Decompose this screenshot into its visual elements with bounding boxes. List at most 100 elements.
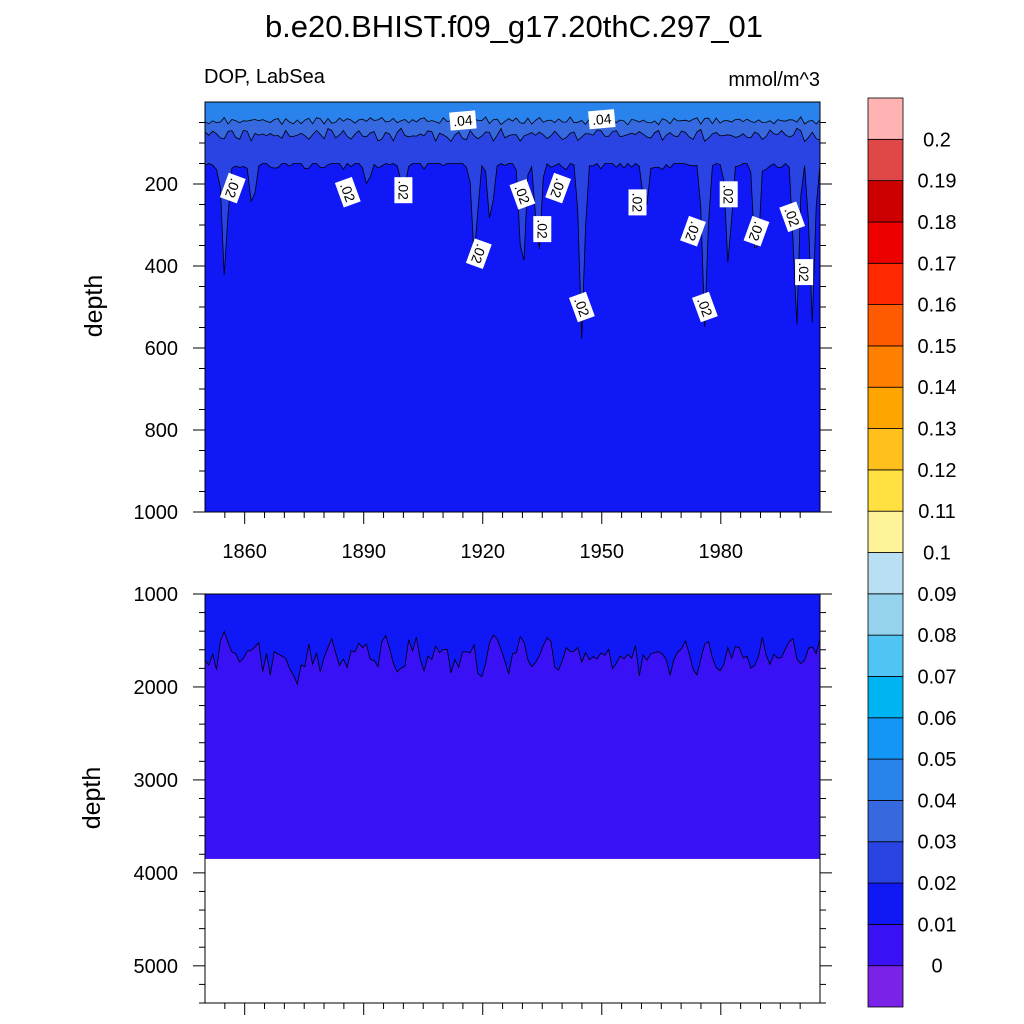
contour-label-text: .02 (534, 219, 550, 239)
colorbar-swatch (867, 923, 904, 967)
colorbar-label: 0.09 (918, 584, 957, 606)
contour-label-box (509, 179, 536, 210)
colorbar-label: 0.19 (918, 171, 957, 193)
contour-label-box (628, 189, 647, 216)
contour-label: .02 (719, 181, 738, 208)
y-tick-label: 4000 (134, 863, 179, 885)
contour-label: .04 (588, 109, 616, 130)
colorbar-label: 0.02 (918, 873, 957, 895)
contour-label-box (533, 216, 552, 243)
contour-label-text: .02 (571, 295, 593, 319)
y-tick-label: 1000 (134, 502, 179, 524)
contour-label-text: .02 (694, 295, 716, 319)
colorbar-swatch (867, 304, 904, 347)
contour-label-box (680, 215, 706, 247)
contour-label-text: .02 (468, 242, 490, 266)
colorbar-label: 0.08 (918, 625, 957, 647)
colorbar-label: 0.17 (918, 253, 957, 275)
colorbar-swatch (867, 262, 904, 305)
colorbar-swatch (867, 552, 904, 595)
y-tick-label: 1000 (134, 584, 179, 606)
contour-label-text: .02 (682, 219, 704, 243)
contour-label-box (465, 238, 492, 269)
contour-label: .02 (691, 291, 718, 323)
colorbar-swatch (867, 469, 904, 512)
colorbar-label: 0.06 (918, 708, 957, 730)
contour-label-box (588, 109, 616, 130)
contour-label: .02 (465, 238, 492, 269)
contour-label-box (795, 259, 814, 286)
colorbar-label: 0.18 (918, 212, 957, 234)
colorbar-swatch (867, 386, 904, 429)
y-tick-label: 200 (145, 174, 178, 196)
contour-label-text: .04 (591, 110, 612, 128)
bottom-ylabel: depth (78, 767, 106, 830)
contour-label: .02 (334, 176, 361, 208)
contour-label: .02 (533, 216, 552, 243)
colorbar-label: 0.12 (918, 460, 957, 482)
colorbar-label: 0.13 (918, 419, 957, 441)
top-ylabel: depth (80, 275, 108, 338)
y-tick-label: 3000 (134, 770, 179, 792)
contour-label-text: .02 (337, 180, 359, 204)
contour-label-box (743, 215, 770, 247)
colorbar-swatch (867, 841, 904, 884)
top-panel: .04.04.02.02.02.02.02.02.02.02.02.02.02.… (134, 101, 832, 563)
y-tick-label: 600 (145, 338, 178, 360)
colorbar-swatch (867, 634, 904, 677)
colorbar-swatch (867, 510, 904, 553)
contour-label: .02 (219, 172, 246, 204)
contour-label: .02 (680, 215, 706, 247)
colorbar-label: 0.2 (923, 129, 951, 151)
contour-label-box (394, 177, 413, 204)
contour-label: .02 (779, 201, 806, 233)
contour-label-box (719, 181, 738, 208)
colorbar-label: 0.14 (918, 377, 957, 399)
contour-band-0.02 (204, 101, 821, 340)
colorbar-label: 0.03 (918, 832, 957, 854)
contour-label-box (334, 176, 361, 208)
colorbar-swatch (867, 180, 904, 223)
contour-label-text: .02 (547, 176, 569, 200)
contour-label: .02 (628, 189, 647, 216)
y-tick-label: 800 (145, 420, 178, 442)
colorbar-swatch (867, 758, 904, 801)
contour-band-0.01-deep (204, 593, 821, 686)
contour-label: .02 (509, 179, 536, 210)
colorbar-label: 0.01 (918, 914, 957, 936)
contour-label-box (779, 201, 806, 233)
colorbar-label: 0.1 (923, 543, 951, 565)
colorbar-swatch (867, 428, 904, 471)
colorbar-swatch (867, 676, 904, 719)
y-tick-label: 2000 (134, 677, 179, 699)
units-label: mmol/m^3 (728, 69, 820, 91)
colorbar-label: 0.05 (918, 749, 957, 771)
contour-label-text: .02 (796, 262, 812, 282)
colorbar-label: 0.15 (918, 336, 957, 358)
x-tick-label: 1890 (341, 541, 386, 563)
colorbar-swatch (867, 221, 904, 264)
contour-band-0.01 (205, 102, 820, 512)
contour-label: .02 (568, 291, 595, 323)
contour-label-text: .02 (721, 185, 737, 205)
colorbar: 0 0.01 0.02 0.03 0.04 0.05 0.06 0.07 0.08 0.09 0.1… (867, 97, 957, 1008)
chart-title: b.e20.BHIST.f09_g17.20thC.297_01 (265, 9, 763, 44)
contour-label-text: .02 (512, 182, 534, 206)
colorbar-swatch (867, 965, 904, 1008)
bottom-panel: 1000 2000 3000 4000 5000 (134, 584, 832, 1015)
colorbar-swatch (867, 345, 904, 388)
x-tick-label: 1860 (222, 541, 267, 563)
colorbar-label: 0.16 (918, 295, 957, 317)
y-tick-label: 400 (145, 256, 178, 278)
x-tick-label: 1980 (699, 541, 744, 563)
contour-label-box (449, 110, 477, 131)
contour-label: .04 (449, 110, 477, 131)
contour-label-text: .02 (630, 193, 646, 213)
colorbar-label: 0.07 (918, 666, 957, 688)
contour-label: .02 (394, 177, 413, 204)
contour-label-box (545, 172, 572, 204)
colorbar-swatch (867, 717, 904, 760)
variable-label: DOP, LabSea (204, 66, 326, 88)
contour-label-box (219, 172, 246, 204)
contour-band-0.04 (204, 101, 821, 126)
